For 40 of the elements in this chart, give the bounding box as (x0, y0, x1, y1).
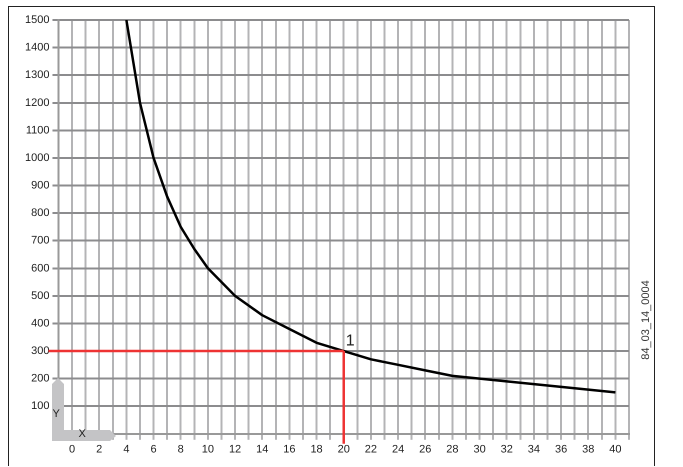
annotation: 1 (346, 332, 355, 350)
y-tick-label: 1300 (24, 69, 50, 82)
x-tick-label: 36 (554, 443, 568, 456)
y-tick-label: 400 (31, 317, 50, 330)
x-tick-label: 6 (150, 443, 157, 456)
y-tick-label: 200 (31, 372, 50, 385)
y-tick-label: 900 (31, 180, 50, 192)
y-tick-label: 600 (31, 262, 50, 274)
y-tick-label: 800 (31, 207, 50, 220)
x-tick-label: 2 (96, 443, 102, 456)
x-tick-label: 20 (338, 443, 350, 456)
x-tick-label: 24 (392, 443, 404, 456)
y-axis-title: Y (52, 408, 60, 420)
x-tick-label: 34 (528, 443, 540, 456)
x-tick-label: 26 (419, 443, 432, 456)
y-tick-label: 700 (31, 234, 50, 247)
text: 84_03_14_0004 (640, 279, 653, 362)
x-tick-label: 32 (500, 443, 513, 456)
x-tick-label: 18 (310, 443, 323, 456)
x-tick-label: 28 (446, 443, 459, 456)
y-tick-label: 500 (31, 290, 50, 302)
x-tick-label: 40 (609, 443, 622, 456)
x-tick-label: 22 (364, 443, 378, 456)
x-tick-label: 0 (68, 443, 76, 456)
x-tick-label: 8 (178, 443, 184, 456)
x-tick-label: 14 (256, 443, 268, 456)
y-tick-label: 1100 (26, 124, 50, 136)
y-tick-label: 1000 (24, 152, 50, 164)
y-tick-label: 100 (31, 400, 50, 412)
y-tick-label: 1200 (24, 96, 50, 109)
y-tick-label: 300 (31, 345, 50, 358)
x-tick-label: 30 (473, 443, 486, 456)
y-tick-label: 1400 (24, 42, 50, 54)
x-tick-label: 10 (202, 443, 214, 456)
x-axis-title: X (78, 428, 86, 440)
x-tick-label: 16 (283, 443, 296, 456)
x-tick-label: 12 (228, 443, 242, 456)
x-tick-label: 38 (582, 443, 594, 456)
x-tick-label: 4 (123, 443, 130, 456)
y-tick-label: 1500 (24, 14, 50, 26)
